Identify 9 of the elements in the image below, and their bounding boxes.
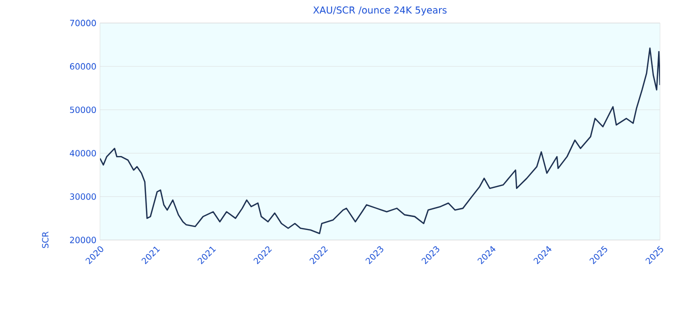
y-tick-label: 60000 (70, 63, 96, 70)
line-series (100, 48, 660, 234)
y-tick-label: 40000 (70, 150, 96, 156)
y-axis-title: SCR (42, 232, 48, 248)
y-tick-label: 50000 (70, 106, 96, 114)
y-tick-label: 20000 (70, 236, 96, 244)
chart-title: XAU/SCR /ounce 24K 5years (313, 6, 447, 16)
y-tick-label: 30000 (70, 193, 96, 200)
y-tick-label: 70000 (70, 20, 96, 26)
